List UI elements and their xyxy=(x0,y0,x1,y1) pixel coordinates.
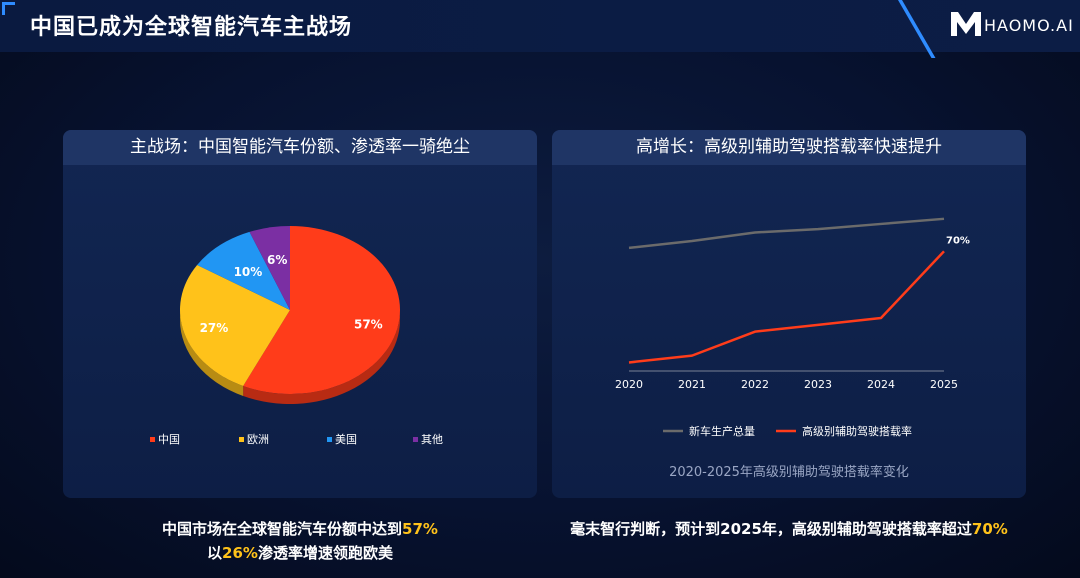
pie-legend-label-0: 中国 xyxy=(158,433,180,446)
x-tick-label-0: 2020 xyxy=(615,378,643,391)
penetration-caption-highlight: 26% xyxy=(222,544,258,562)
line-series-0 xyxy=(628,217,945,250)
pie-legend-label-1: 欧洲 xyxy=(247,433,269,446)
growth-caption-highlight: 70% xyxy=(971,520,1008,538)
pie-legend-swatch-1 xyxy=(239,437,244,442)
pie-legend-swatch-0 xyxy=(150,437,155,442)
growth-caption: 毫末智行判断，预计到2025年，高级别辅助驾驶搭载率超过70% xyxy=(552,517,1026,541)
penetration-caption-pre: 以 xyxy=(207,544,223,562)
pie-slice-3 xyxy=(249,226,290,310)
x-tick-label-2: 2022 xyxy=(741,378,769,391)
line-legend-label-1: 高级别辅助驾驶搭载率 xyxy=(802,424,912,438)
pie-slice-1 xyxy=(180,264,290,387)
pie-legend-label-2: 美国 xyxy=(335,433,357,446)
pie-legend-swatch-2 xyxy=(327,437,332,442)
pie-slice-2 xyxy=(197,231,290,310)
pie-side-1 xyxy=(180,310,244,397)
pie-label-1: 27% xyxy=(200,321,229,335)
haomo-logo-icon xyxy=(951,12,981,36)
pie-legend-label-3: 其他 xyxy=(421,433,443,446)
share-card-title: 主战场：中国智能汽车份额、渗透率一骑绝尘 xyxy=(63,130,537,165)
share-caption: 中国市场在全球智能汽车份额中达到57% 以26%渗透率增速领跑欧美 xyxy=(63,517,537,565)
x-tick-label-3: 2023 xyxy=(804,378,832,391)
pie-label-0: 57% xyxy=(354,317,383,331)
pie-side-0 xyxy=(243,310,400,404)
logo-text: HAOMO.AI xyxy=(984,16,1074,35)
share-caption-text: 中国市场在全球智能汽车份额中达到 xyxy=(162,520,403,538)
x-tick-label-5: 2025 xyxy=(930,378,958,391)
line-series-1 xyxy=(628,250,945,364)
line-legend-label-0: 新车生产总量 xyxy=(689,424,755,438)
header-bar xyxy=(0,0,1080,52)
share-caption-highlight: 57% xyxy=(402,520,438,538)
line-chart-title: 2020-2025年高级别辅助驾驶搭载率变化 xyxy=(669,464,909,480)
pie-label-3: 6% xyxy=(267,253,287,267)
corner-bracket xyxy=(2,2,15,15)
growth-card-title: 高增长：高级别辅助驾驶搭载率快速提升 xyxy=(552,130,1026,165)
x-tick-label-1: 2021 xyxy=(678,378,706,391)
page-title: 中国已成为全球智能汽车主战场 xyxy=(30,15,353,40)
x-tick-label-4: 2024 xyxy=(867,378,895,391)
growth-card: 高增长：高级别辅助驾驶搭载率快速提升 xyxy=(552,130,1026,498)
pie-slice-0 xyxy=(243,226,401,395)
growth-caption-text: 毫末智行判断，预计到2025年，高级别辅助驾驶搭载率超过 xyxy=(570,520,972,538)
pie-label-2: 10% xyxy=(234,265,263,279)
data-label-0: 70% xyxy=(946,235,970,246)
pie-legend-swatch-3 xyxy=(413,437,418,442)
penetration-caption-post: 渗透率增速领跑欧美 xyxy=(257,544,393,562)
